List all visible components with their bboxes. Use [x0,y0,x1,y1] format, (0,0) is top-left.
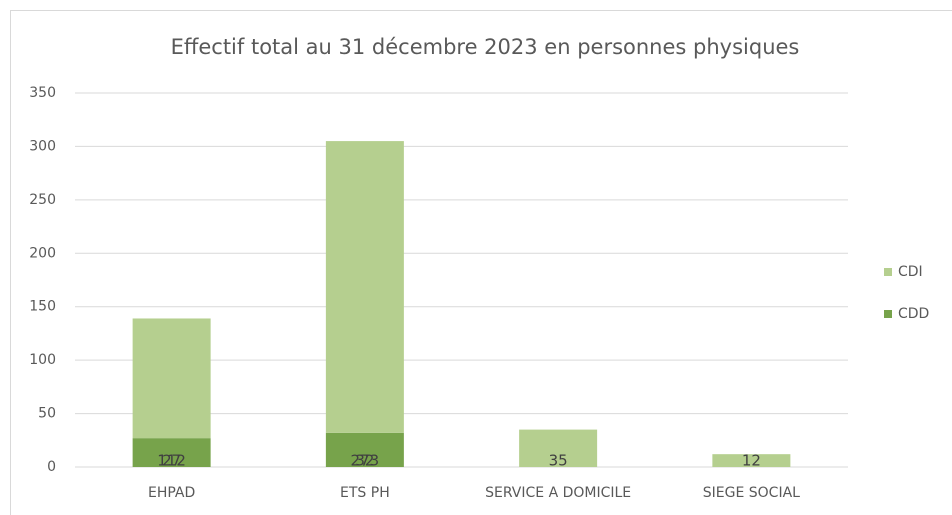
bar-segment [325,432,404,467]
bar-segment [519,429,598,467]
x-tick-label: SIEGE SOCIAL [703,485,800,501]
y-tick-label: 200 [29,245,56,261]
y-tick-label: 100 [29,352,56,368]
bar-segment [712,454,791,467]
y-tick-label: 150 [29,299,56,315]
data-label: 112 [157,452,186,470]
legend-swatch [884,268,892,276]
y-tick-label: 350 [29,85,56,101]
legend-label: CDD [898,306,929,322]
y-tick-label: 0 [47,459,56,475]
data-label: 35 [549,452,568,470]
y-tick-label: 250 [29,192,56,208]
y-tick-label: 300 [29,138,56,154]
data-label: 273 [351,452,380,470]
bar-segment [132,438,211,467]
data-label: 32 [355,452,374,470]
x-tick-label: ETS PH [340,485,390,501]
bar-segment [132,318,211,439]
data-label: 12 [742,452,761,470]
data-label: 27 [162,452,181,470]
chart-title: Effectif total au 31 décembre 2023 en pe… [171,35,800,59]
bar-segment [325,141,404,433]
y-tick-label: 50 [38,406,56,422]
x-tick-label: EHPAD [148,485,195,501]
legend-swatch [884,310,892,318]
x-tick-label: SERVICE A DOMICILE [485,485,631,501]
legend-label: CDI [898,264,923,280]
